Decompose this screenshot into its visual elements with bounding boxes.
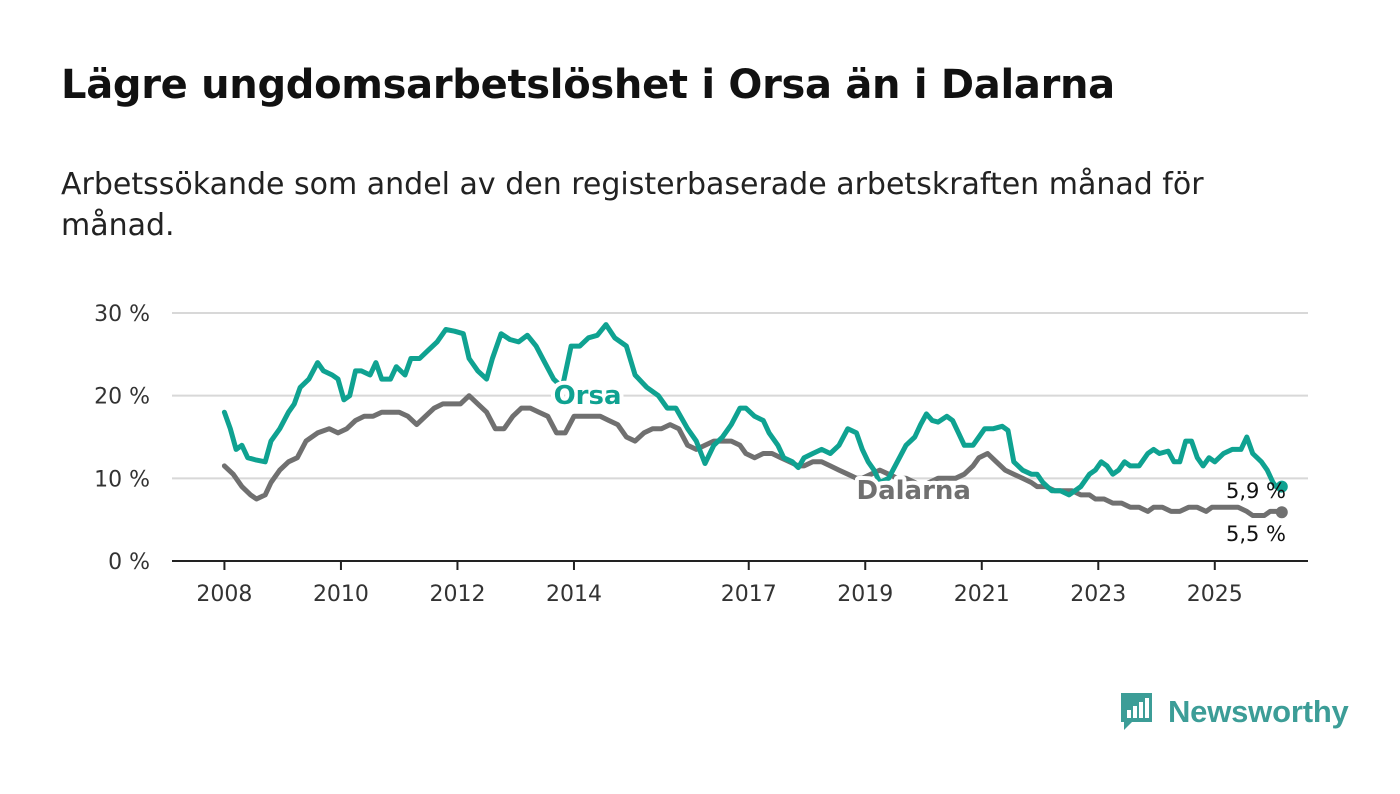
axes: 0 % 10 % 20 % 30 % 2008 2010 2012 2014 2017 2019 2… (94, 302, 1308, 607)
x-tick-label: 2025 (1187, 582, 1243, 607)
brand-name: Newsworthy (1168, 694, 1349, 729)
x-tick-label: 2008 (196, 582, 252, 607)
newsworthy-logo-icon (1121, 693, 1152, 730)
gridlines (172, 312, 1308, 480)
y-tick-label: 0 % (108, 550, 150, 575)
series-label-halo: Orsa (554, 381, 622, 411)
y-tick-label: 10 % (94, 467, 150, 492)
x-tick-label: 2012 (429, 582, 485, 607)
end-value-label-orsa: 5,5 % (1226, 522, 1286, 546)
series-label-text: Orsa (554, 381, 622, 411)
y-tick-label: 20 % (94, 385, 150, 410)
series-line-orsa (221, 322, 1285, 498)
series-line-dalarna (221, 393, 1285, 518)
x-tick-label: 2010 (313, 582, 369, 607)
x-tick-label: 2021 (954, 582, 1010, 607)
x-tick-label: 2019 (837, 582, 893, 607)
x-tick-label: 2023 (1070, 582, 1126, 607)
chart-subtitle: Arbetssökande som andel av den registerb… (61, 167, 1204, 243)
chart-title: Lägre ungdomsarbetslöshet i Orsa än i Da… (61, 62, 1115, 108)
series-end-point-orsa (1275, 480, 1288, 493)
y-tick-label: 30 % (94, 302, 150, 327)
series-label-text: Dalarna (857, 476, 971, 506)
x-tick-label: 2017 (721, 582, 777, 607)
x-tick-label: 2014 (546, 582, 602, 607)
series-lines (221, 322, 1288, 519)
series-label-halo: Dalarna (857, 476, 971, 506)
newsworthy-logo: Newsworthy (1118, 690, 1349, 734)
series-end-point-dalarna (1275, 506, 1288, 519)
end-value-label-dalarna: 5,9 % (1226, 479, 1286, 503)
line-chart: 0 % 10 % 20 % 30 % 2008 2010 2012 2014 2017 2019 2… (94, 302, 1308, 607)
